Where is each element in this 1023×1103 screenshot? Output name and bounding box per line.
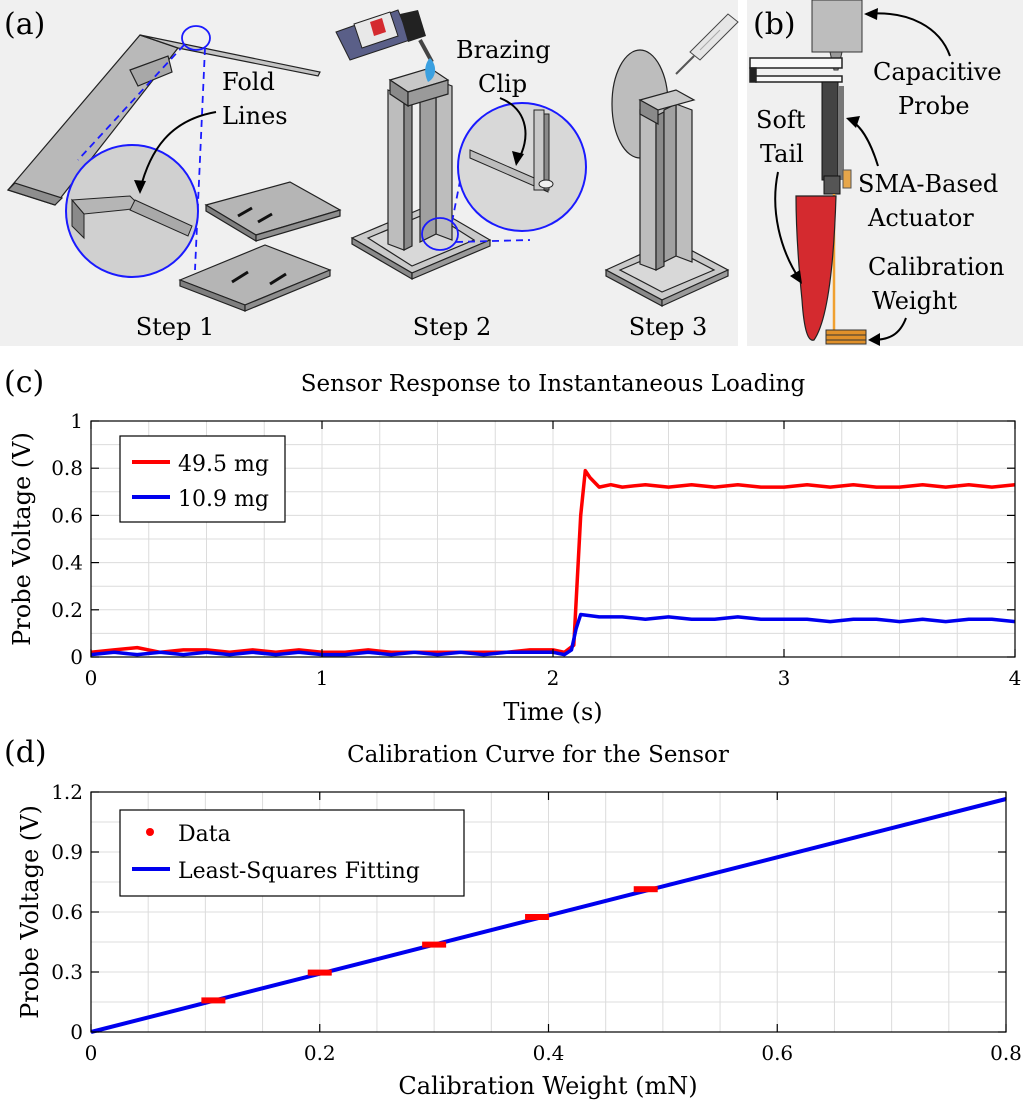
panel-b: (b) Capacitive Probe bbox=[747, 0, 1023, 346]
chart-c-ytick-label: 0.6 bbox=[51, 503, 83, 527]
chart-d-data-point bbox=[633, 886, 658, 893]
chart-c-xtick-label: 1 bbox=[316, 666, 329, 690]
chart-d-title: Calibration Curve for the Sensor bbox=[347, 742, 729, 768]
step-labels: Step 1 Step 2 Step 3 bbox=[136, 313, 708, 341]
chart-c-ytick-label: 0.2 bbox=[51, 598, 83, 622]
fold-callout bbox=[65, 25, 211, 278]
step1-label: Step 1 bbox=[136, 313, 215, 341]
capacitive-label-2: Probe bbox=[898, 92, 970, 120]
chart-c: (c) Sensor Response to Instantaneous Loa… bbox=[4, 365, 1021, 726]
panel-a: (a) bbox=[0, 0, 739, 346]
chart-c-xtick-label: 0 bbox=[85, 666, 98, 690]
chart-c-xtick-label: 4 bbox=[1009, 666, 1022, 690]
step2-drawing bbox=[350, 67, 492, 281]
panel-b-labels: Capacitive Probe Soft Tail SMA-Based Act… bbox=[756, 8, 1004, 346]
chart-d-data-point bbox=[201, 997, 226, 1004]
chart-d-ytick-label: 0.9 bbox=[51, 840, 83, 864]
chart-d-ytick-label: 1.2 bbox=[51, 780, 83, 804]
chart-d-data-point bbox=[422, 941, 447, 948]
soft-tail-label-1: Soft bbox=[756, 106, 806, 134]
chart-d-xtick-label: 0.2 bbox=[304, 1041, 336, 1065]
step1-slots bbox=[231, 206, 287, 286]
legend-c-label-red: 49.5 mg bbox=[178, 452, 269, 477]
brazing-callout bbox=[421, 102, 587, 251]
panel-c-label: (c) bbox=[4, 365, 44, 400]
calibration-label-1: Calibration bbox=[868, 253, 1004, 281]
chart-c-ytick-label: 0 bbox=[70, 645, 83, 669]
chart-d-xtick-label: 0.8 bbox=[990, 1041, 1022, 1065]
legend-d-label-data: Data bbox=[178, 822, 231, 847]
chart-d-ytick-label: 0 bbox=[70, 1020, 83, 1044]
chart-c-ylabel: Probe Voltage (V) bbox=[8, 432, 36, 646]
sma-label-1: SMA-Based bbox=[858, 170, 998, 198]
legend-d-marker-data bbox=[146, 828, 154, 836]
panel-a-label: (a) bbox=[4, 7, 45, 42]
chart-c-grid bbox=[91, 421, 1015, 657]
chart-c-xtick-label: 2 bbox=[547, 666, 560, 690]
soft-tail bbox=[795, 195, 837, 341]
chart-d-xlabel: Calibration Weight (mN) bbox=[398, 1072, 697, 1100]
chart-d-series bbox=[90, 797, 1007, 1034]
step2-label: Step 2 bbox=[413, 313, 492, 341]
calibration-label-2: Weight bbox=[872, 287, 957, 315]
chart-c-legend: 49.5 mg 10.9 mg bbox=[119, 435, 286, 523]
chart-d-xtick-label: 0 bbox=[85, 1041, 98, 1065]
brazing-clip-label-1: Brazing bbox=[456, 36, 551, 64]
step1-drawing bbox=[6, 34, 342, 312]
brazing-clip-annotation: Brazing Clip bbox=[456, 36, 551, 166]
chart-c-ytick-label: 0.8 bbox=[51, 456, 83, 480]
syringe-icon bbox=[675, 13, 739, 75]
chart-d-ylabel: Probe Voltage (V) bbox=[16, 805, 44, 1019]
chart-d-legend: Data Least-Squares Fitting bbox=[119, 809, 465, 897]
brazing-clip-label-2: Clip bbox=[478, 70, 527, 98]
panel-d-label: (d) bbox=[4, 735, 47, 770]
chart-c-series-line-1 bbox=[90, 612, 1016, 657]
legend-c-label-blue: 10.9 mg bbox=[178, 487, 269, 512]
fold-lines-annotation: Fold Lines bbox=[134, 68, 288, 194]
step3-label: Step 3 bbox=[629, 313, 708, 341]
chart-c-xtick-label: 3 bbox=[778, 666, 791, 690]
fold-lines-label-1: Fold bbox=[222, 68, 275, 96]
legend-d-label-fit: Least-Squares Fitting bbox=[178, 859, 420, 884]
chart-d: (d) Calibration Curve for the Sensor 0 0.… bbox=[4, 735, 1022, 1100]
chart-d-ticks: 0 0.2 0.4 0.6 0.8 0 0.3 0.6 0.9 1.2 bbox=[51, 780, 1022, 1065]
fold-lines-label-2: Lines bbox=[222, 102, 288, 130]
soft-tail-label-2: Tail bbox=[760, 140, 804, 168]
sma-label-2: Actuator bbox=[867, 204, 974, 232]
chart-d-data-point bbox=[525, 914, 550, 920]
chart-c-ticks: 0 1 2 3 4 0 0.2 0.4 0.6 0.8 1 bbox=[51, 409, 1021, 690]
chart-d-data-point bbox=[307, 969, 332, 976]
chart-d-ytick-label: 0.3 bbox=[51, 960, 83, 984]
calibration-weight bbox=[825, 329, 867, 345]
chart-c-ytick-label: 1 bbox=[70, 409, 83, 433]
torch-icon bbox=[335, 9, 436, 82]
chart-c-title: Sensor Response to Instantaneous Loading bbox=[301, 371, 806, 397]
chart-d-ytick-label: 0.6 bbox=[51, 900, 83, 924]
chart-c-xlabel: Time (s) bbox=[503, 698, 602, 726]
chart-d-xtick-label: 0.4 bbox=[533, 1041, 565, 1065]
chart-d-xtick-label: 0.6 bbox=[761, 1041, 793, 1065]
mount-bracket bbox=[749, 57, 843, 83]
chart-c-ytick-label: 0.4 bbox=[51, 551, 83, 575]
chart-c-series bbox=[90, 468, 1016, 657]
chart-c-series-line-0 bbox=[90, 468, 1016, 655]
capacitive-label-1: Capacitive bbox=[873, 58, 1002, 86]
panel-b-label: (b) bbox=[753, 7, 796, 42]
step3-drawing bbox=[604, 49, 730, 308]
